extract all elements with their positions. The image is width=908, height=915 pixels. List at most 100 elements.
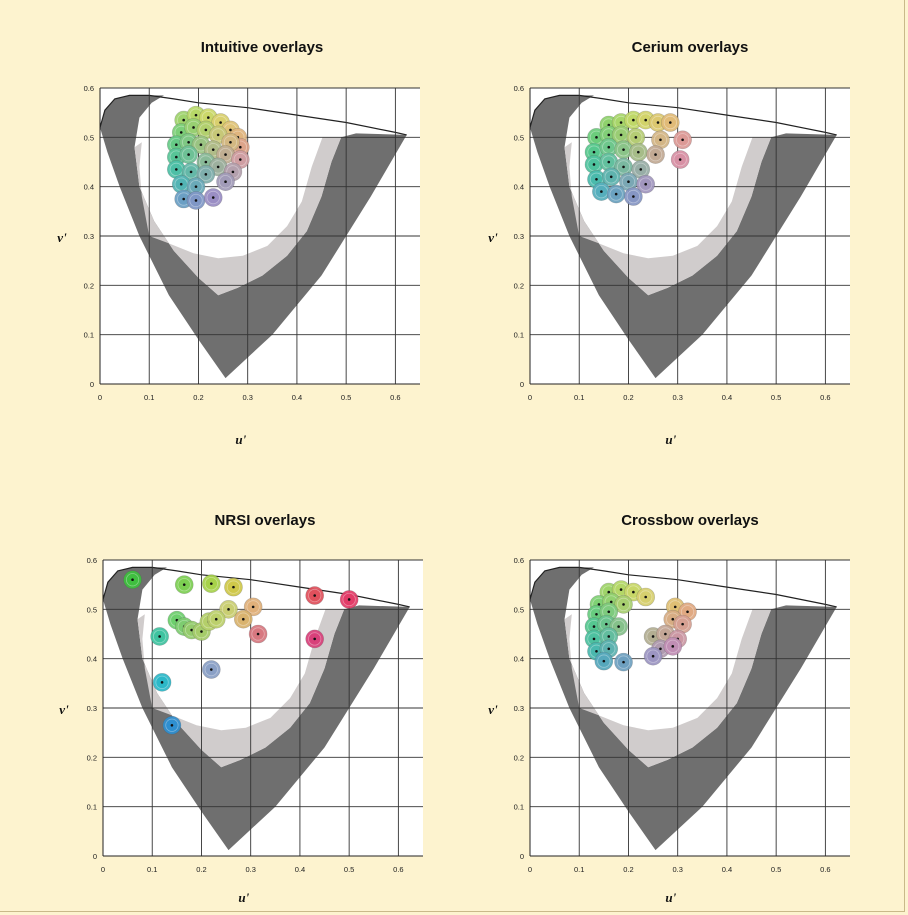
- data-point-center: [179, 131, 183, 134]
- x-tick-label: 0.5: [771, 865, 781, 874]
- x-tick-label: 0.1: [144, 393, 154, 402]
- x-tick-label: 0.2: [623, 865, 633, 874]
- data-point-center: [592, 163, 596, 166]
- y-tick-label: 0.5: [87, 605, 97, 614]
- data-point-center: [229, 128, 232, 132]
- x-axis-label: u': [665, 890, 676, 905]
- y-tick-label: 0.3: [84, 232, 94, 241]
- data-point-center: [210, 582, 213, 585]
- data-point-center: [602, 659, 606, 663]
- y-axis-label: v': [57, 230, 67, 245]
- data-point-center: [644, 182, 647, 186]
- chart-title: Cerium overlays: [632, 39, 749, 56]
- x-tick-label: 0.6: [820, 393, 830, 402]
- x-tick-label: 0.6: [393, 865, 403, 874]
- y-tick-label: 0.4: [514, 655, 524, 664]
- data-point-center: [194, 199, 198, 202]
- x-tick-label: 0: [101, 865, 105, 874]
- data-point-center: [231, 170, 235, 174]
- data-point-center: [673, 605, 677, 609]
- x-tick-label: 0.1: [574, 865, 584, 874]
- x-tick-label: 0.5: [344, 865, 354, 874]
- data-point-center: [251, 605, 255, 609]
- y-axis-label: v': [59, 702, 69, 717]
- data-point-center: [239, 158, 242, 161]
- chart-title: Crossbow overlays: [621, 512, 759, 529]
- data-point-center: [619, 133, 623, 137]
- y-tick-label: 0: [90, 380, 94, 389]
- data-point-center: [644, 118, 647, 122]
- data-point-center: [207, 116, 210, 119]
- x-tick-label: 0.4: [722, 393, 732, 402]
- data-point-center: [595, 612, 598, 616]
- y-tick-label: 0.4: [87, 655, 97, 664]
- x-tick-label: 0.3: [242, 393, 252, 402]
- x-tick-label: 0.4: [292, 393, 302, 402]
- data-point-center: [651, 654, 655, 658]
- data-point-center: [607, 647, 611, 651]
- data-point-center: [187, 140, 190, 144]
- spectral-locus-line: [529, 94, 837, 136]
- gamut-inner-band: [134, 137, 342, 296]
- x-tick-label: 0.5: [771, 393, 781, 402]
- data-point-center: [214, 617, 218, 621]
- data-point-center: [204, 173, 208, 176]
- x-tick-label: 0.3: [672, 865, 682, 874]
- data-point-center: [634, 136, 638, 139]
- x-tick-label: 0.6: [820, 865, 830, 874]
- y-tick-label: 0.5: [514, 133, 524, 142]
- data-point-center: [190, 628, 193, 632]
- data-point-center: [175, 155, 178, 159]
- x-tick-label: 0.1: [574, 393, 584, 402]
- data-point-center: [592, 637, 596, 641]
- x-tick-label: 0.2: [193, 393, 203, 402]
- spectral-locus-line: [529, 566, 837, 608]
- data-point-center: [600, 190, 603, 193]
- x-axis-label: u': [238, 890, 249, 905]
- data-point-center: [607, 610, 611, 614]
- y-tick-label: 0.4: [84, 183, 94, 192]
- y-tick-label: 0.2: [87, 753, 97, 762]
- data-point-center: [175, 143, 178, 147]
- data-point-center: [175, 168, 178, 171]
- chart-title: Intuitive overlays: [201, 39, 324, 56]
- x-tick-label: 0.6: [390, 393, 400, 402]
- y-axis-label: v': [488, 230, 498, 245]
- y-tick-label: 0.2: [514, 753, 524, 762]
- y-tick-label: 0.1: [514, 803, 524, 812]
- data-point-center: [656, 121, 660, 124]
- x-tick-label: 0.4: [295, 865, 305, 874]
- data-point-center: [686, 610, 689, 614]
- data-point-center: [187, 153, 190, 156]
- chart-title: NRSI overlays: [215, 512, 316, 529]
- data-point-center: [160, 681, 164, 684]
- data-point-center: [622, 148, 625, 151]
- data-point-center: [607, 160, 611, 164]
- y-tick-label: 0.5: [514, 605, 524, 614]
- data-point-center: [637, 150, 640, 154]
- data-point-center: [170, 723, 174, 727]
- y-tick-label: 0: [520, 852, 524, 861]
- y-tick-label: 0.3: [87, 704, 97, 713]
- y-tick-label: 0.4: [514, 183, 524, 192]
- data-point-center: [669, 121, 672, 124]
- y-tick-label: 0.1: [87, 803, 97, 812]
- data-point-center: [239, 145, 242, 149]
- y-tick-label: 0.2: [514, 281, 524, 290]
- data-point-center: [607, 133, 611, 137]
- data-point-center: [607, 123, 611, 127]
- data-point-center: [204, 128, 208, 132]
- data-point-center: [622, 603, 625, 606]
- x-axis-label: u': [235, 432, 246, 447]
- data-point-center: [595, 649, 598, 653]
- data-point-center: [347, 598, 351, 601]
- y-axis-label: v': [488, 702, 498, 717]
- data-point-center: [671, 645, 675, 648]
- data-point-center: [189, 170, 193, 174]
- data-point-center: [179, 182, 183, 186]
- x-tick-label: 0: [528, 393, 532, 402]
- data-point-center: [194, 113, 198, 117]
- data-point-center: [194, 185, 198, 188]
